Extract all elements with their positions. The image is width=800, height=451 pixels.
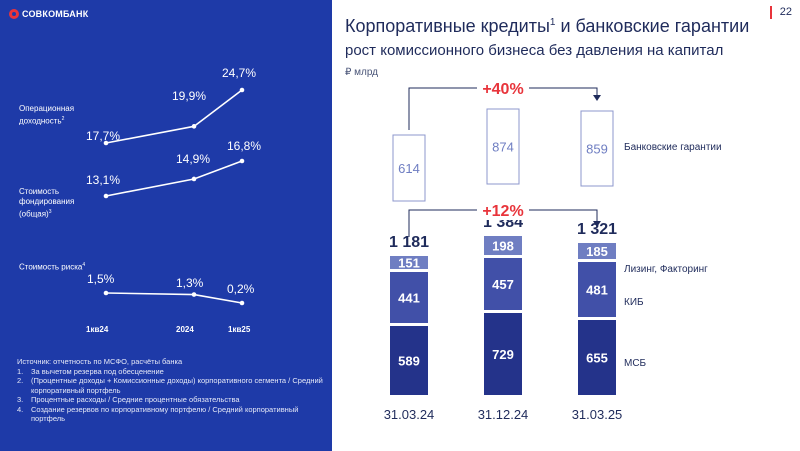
bar-label-0-2: 655 xyxy=(586,351,608,366)
line-point-2-2 xyxy=(239,300,245,306)
guarantee-bar-1 xyxy=(486,108,520,185)
guarantee-value-0: 614 xyxy=(398,161,420,176)
credit-growth-label-bg xyxy=(477,200,529,220)
value-risk-q125: 0,2% xyxy=(227,282,255,296)
line-point-2-1 xyxy=(191,292,197,297)
legend-leasing: Лизинг, Факторинг xyxy=(624,264,708,275)
value-op-yield-q124: 17,7% xyxy=(86,129,121,143)
bar-1-1 xyxy=(484,258,522,310)
guarantee-growth-label: +40% xyxy=(482,81,523,98)
legend-kib: КИБ xyxy=(624,297,644,308)
value-funding-q125: 16,8% xyxy=(227,139,262,153)
brand-logo: СОВКОМБАНК xyxy=(9,9,88,19)
footnotes: Источник: отчетность по МСФО, расчёты ба… xyxy=(17,357,327,424)
legend-msb: МСБ xyxy=(624,358,647,369)
bar-label-2-2: 185 xyxy=(586,244,608,259)
value-op-yield-2024: 19,9% xyxy=(172,89,207,103)
bar-label-2-1: 198 xyxy=(492,239,514,254)
guarantee-value-2: 859 xyxy=(586,142,608,157)
bar-total-2: 1 321 xyxy=(577,221,617,238)
value-funding-2024: 14,9% xyxy=(176,152,211,166)
value-risk-q124: 1,5% xyxy=(87,272,115,286)
line-point-2-0 xyxy=(103,290,109,296)
bar-2-1 xyxy=(484,236,522,255)
page-number-divider xyxy=(770,6,772,19)
page-title: Корпоративные кредиты1 и банковские гара… xyxy=(345,16,750,36)
guarantee-bar-2 xyxy=(580,110,614,187)
bar-0-1 xyxy=(484,313,522,395)
metric-label-operating-yield: Операционная доходность2 xyxy=(19,104,75,126)
guarantee-growth-label-bg xyxy=(477,78,529,98)
bar-1-0 xyxy=(390,272,428,323)
credit-growth-label: +12% xyxy=(482,203,523,220)
footnote-source: Источник: отчетность по МСФО, расчёты ба… xyxy=(17,357,183,366)
brand-name: СОВКОМБАНК xyxy=(22,9,89,19)
line-point-0-1 xyxy=(191,124,197,129)
bar-2-2 xyxy=(578,243,616,259)
value-funding-q124: 13,1% xyxy=(86,173,121,187)
metric-label-cost-of-risk: Стоимость риска4 xyxy=(19,262,86,272)
bar-2-0 xyxy=(390,256,428,269)
page-subtitle: рост комиссионного бизнеса без давления … xyxy=(345,42,724,59)
x-label-q124: 1кв24 xyxy=(86,325,109,334)
value-risk-2024: 1,3% xyxy=(176,276,204,290)
page-number: 22 xyxy=(779,6,792,18)
guarantee-value-1: 874 xyxy=(492,140,514,155)
bar-0-2 xyxy=(578,320,616,395)
credit-growth-arrowhead xyxy=(593,221,601,227)
bar-label-1-2: 481 xyxy=(586,283,608,298)
bar-1-2 xyxy=(578,262,616,317)
x-tick-1: 31.12.24 xyxy=(478,407,529,422)
bar-0-0 xyxy=(390,326,428,395)
bar-total-0: 1 181 xyxy=(389,234,429,251)
value-op-yield-q125: 24,7% xyxy=(222,66,257,80)
guarantee-growth-arrowhead xyxy=(593,95,601,101)
bar-label-2-0: 151 xyxy=(398,256,420,271)
footnote-1: 1. За вычетом резерва под обесценение xyxy=(17,366,164,376)
left-panel: СОВКОМБАНК Операционная доходность2 Стои… xyxy=(0,0,332,451)
line-point-1-2 xyxy=(239,158,245,164)
left-line-chart xyxy=(103,87,245,306)
unit-label: ₽ млрд xyxy=(345,67,379,78)
footnote-3: 3. Процентные расходы / Средние процентны… xyxy=(17,395,240,404)
footnote-4: 4. Создание резервов по корпоративному по… xyxy=(17,404,299,424)
legend-guarantees: Банковские гарантии xyxy=(624,142,722,153)
x-tick-2: 31.03.25 xyxy=(572,407,623,422)
bar-label-0-0: 589 xyxy=(398,354,420,369)
x-label-2024: 2024 xyxy=(176,325,194,334)
right-panel: 22 Корпоративные кредиты1 и банковские г… xyxy=(332,0,800,451)
x-label-q125: 1кв25 xyxy=(228,325,251,334)
brand-logo-icon xyxy=(9,9,19,19)
line-point-0-0 xyxy=(103,140,109,146)
bar-label-0-1: 729 xyxy=(492,347,514,362)
footnote-2: 2. (Процентные доходы + Комиссионные дохо… xyxy=(17,376,323,395)
line-point-1-0 xyxy=(103,193,109,199)
metric-label-funding-cost: Стоимость фондирования (общая)3 xyxy=(19,187,75,219)
bar-label-1-0: 441 xyxy=(398,291,420,306)
line-point-1-1 xyxy=(191,176,197,182)
guarantee-bar-0 xyxy=(392,134,426,202)
x-tick-0: 31.03.24 xyxy=(384,407,435,422)
line-point-0-2 xyxy=(239,87,245,93)
bar-label-1-1: 457 xyxy=(492,277,514,292)
